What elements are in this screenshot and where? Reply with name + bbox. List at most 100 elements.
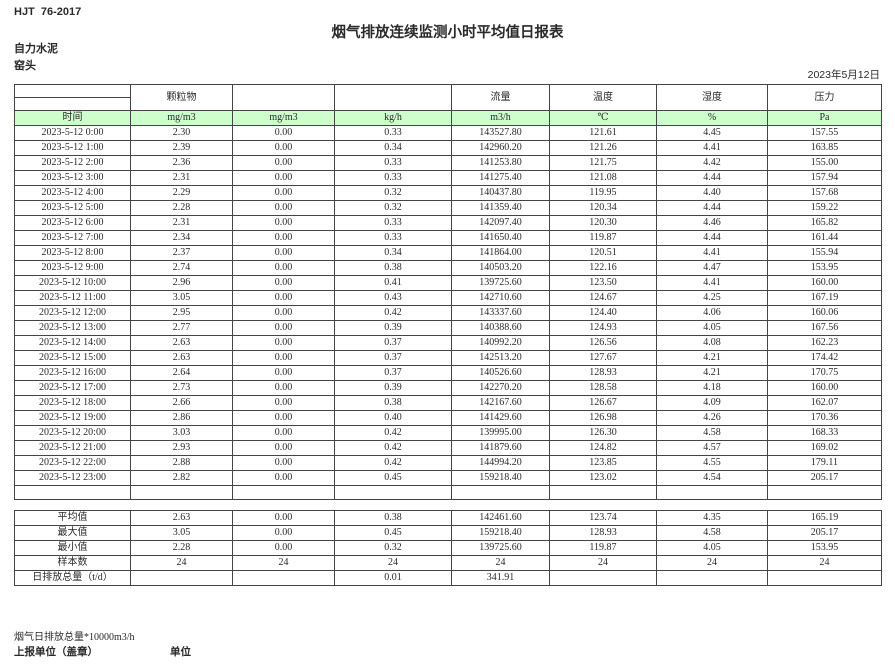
value-cell: 0.34 — [334, 245, 452, 261]
value-cell: 0.32 — [334, 185, 452, 201]
value-cell: 119.87 — [549, 230, 657, 246]
blank-cell — [232, 485, 335, 500]
value-cell: 4.45 — [656, 125, 768, 141]
summary-value-cell: 24 — [232, 555, 335, 571]
value-cell: 124.67 — [549, 290, 657, 306]
company-name: 自力水泥 — [14, 43, 58, 55]
value-cell: 126.98 — [549, 410, 657, 426]
summary-value-cell: 0.38 — [334, 510, 452, 526]
hourly-row: 2023-5-12 19:00 2.86 0.00 0.40 141429.60 126.… — [14, 410, 882, 426]
value-cell: 4.55 — [656, 455, 768, 471]
time-cell: 2023-5-12 13:00 — [14, 320, 131, 336]
value-cell: 0.00 — [232, 365, 335, 381]
time-cell: 2023-5-12 9:00 — [14, 260, 131, 276]
summary-row: 日排放总量（t/d） 0.01 341.91 — [14, 570, 882, 586]
time-cell: 2023-5-12 10:00 — [14, 275, 131, 291]
value-cell: 4.41 — [656, 245, 768, 261]
value-cell: 0.00 — [232, 410, 335, 426]
value-cell: 140388.60 — [451, 320, 550, 336]
summary-value-cell: 3.05 — [130, 525, 233, 541]
spacer-cell — [334, 499, 452, 511]
hourly-row: 2023-5-12 13:00 2.77 0.00 0.39 140388.60 124.… — [14, 320, 882, 336]
units-header-percent: % — [656, 110, 768, 126]
value-cell: 2.36 — [130, 155, 233, 171]
value-cell: 162.23 — [767, 335, 882, 351]
blank-cell — [130, 485, 233, 500]
value-cell: 0.33 — [334, 170, 452, 186]
time-cell: 2023-5-12 7:00 — [14, 230, 131, 246]
hourly-row: 2023-5-12 0:00 2.30 0.00 0.33 143527.80 121.6… — [14, 125, 882, 141]
summary-value-cell: 24 — [656, 555, 768, 571]
col-header-pressure: 压力 — [767, 84, 882, 111]
time-cell: 2023-5-12 3:00 — [14, 170, 131, 186]
value-cell: 163.85 — [767, 140, 882, 156]
time-cell: 2023-5-12 4:00 — [14, 185, 131, 201]
value-cell: 161.44 — [767, 230, 882, 246]
value-cell: 2.31 — [130, 170, 233, 186]
hourly-row: 2023-5-12 5:00 2.28 0.00 0.32 141359.40 120.3… — [14, 200, 882, 216]
value-cell: 140503.20 — [451, 260, 550, 276]
value-cell: 0.00 — [232, 230, 335, 246]
summary-value-cell: 165.19 — [767, 510, 882, 526]
time-cell: 2023-5-12 19:00 — [14, 410, 131, 426]
unit-label: 单位 — [170, 646, 191, 658]
value-cell: 160.06 — [767, 305, 882, 321]
value-cell: 0.33 — [334, 230, 452, 246]
page-title: 烟气排放连续监测小时平均值日报表 — [331, 25, 564, 41]
time-cell: 2023-5-12 11:00 — [14, 290, 131, 306]
value-cell: 140992.20 — [451, 335, 550, 351]
summary-label-cell: 平均值 — [14, 510, 131, 526]
value-cell: 3.03 — [130, 425, 233, 441]
value-cell: 4.08 — [656, 335, 768, 351]
value-cell: 0.00 — [232, 200, 335, 216]
value-cell: 2.93 — [130, 440, 233, 456]
value-cell: 121.26 — [549, 140, 657, 156]
value-cell: 128.93 — [549, 365, 657, 381]
value-cell: 4.46 — [656, 215, 768, 231]
col-header-blank-2 — [334, 84, 452, 111]
value-cell: 2.88 — [130, 455, 233, 471]
summary-label-cell: 最大值 — [14, 525, 131, 541]
units-header-kgh: kg/h — [334, 110, 452, 126]
value-cell: 0.43 — [334, 290, 452, 306]
value-cell: 141650.40 — [451, 230, 550, 246]
value-cell: 2.30 — [130, 125, 233, 141]
value-cell: 167.19 — [767, 290, 882, 306]
value-cell: 153.95 — [767, 260, 882, 276]
value-cell: 141253.80 — [451, 155, 550, 171]
value-cell: 0.37 — [334, 335, 452, 351]
value-cell: 144994.20 — [451, 455, 550, 471]
value-cell: 2.95 — [130, 305, 233, 321]
value-cell: 127.67 — [549, 350, 657, 366]
blank-cell — [767, 485, 882, 500]
col-header-flow: 流量 — [451, 84, 550, 111]
value-cell: 120.30 — [549, 215, 657, 231]
value-cell: 157.55 — [767, 125, 882, 141]
value-cell: 0.42 — [334, 305, 452, 321]
value-cell: 0.00 — [232, 215, 335, 231]
summary-value-cell — [130, 570, 233, 586]
time-cell: 2023-5-12 16:00 — [14, 365, 131, 381]
value-cell: 4.47 — [656, 260, 768, 276]
summary-row: 样本数 24 24 24 24 24 24 24 — [14, 555, 882, 571]
time-cell: 2023-5-12 6:00 — [14, 215, 131, 231]
hourly-row: 2023-5-12 2:00 2.36 0.00 0.33 141253.80 121.7… — [14, 155, 882, 171]
value-cell: 0.00 — [232, 320, 335, 336]
value-cell: 126.67 — [549, 395, 657, 411]
summary-value-cell: 0.01 — [334, 570, 452, 586]
value-cell: 2.86 — [130, 410, 233, 426]
value-cell: 0.39 — [334, 320, 452, 336]
value-cell: 123.02 — [549, 470, 657, 486]
value-cell: 0.38 — [334, 260, 452, 276]
summary-row: 最大值 3.05 0.00 0.45 159218.40 128.93 4.58 205.17 — [14, 525, 882, 541]
time-cell: 2023-5-12 12:00 — [14, 305, 131, 321]
value-cell: 2.64 — [130, 365, 233, 381]
value-cell: 0.38 — [334, 395, 452, 411]
time-cell: 2023-5-12 18:00 — [14, 395, 131, 411]
summary-value-cell: 24 — [451, 555, 550, 571]
blank-row — [14, 485, 882, 500]
value-cell: 159218.40 — [451, 470, 550, 486]
total-emission-footnote: 烟气日排放总量*10000m3/h — [14, 632, 135, 643]
time-header-bottom-cell — [14, 97, 131, 111]
